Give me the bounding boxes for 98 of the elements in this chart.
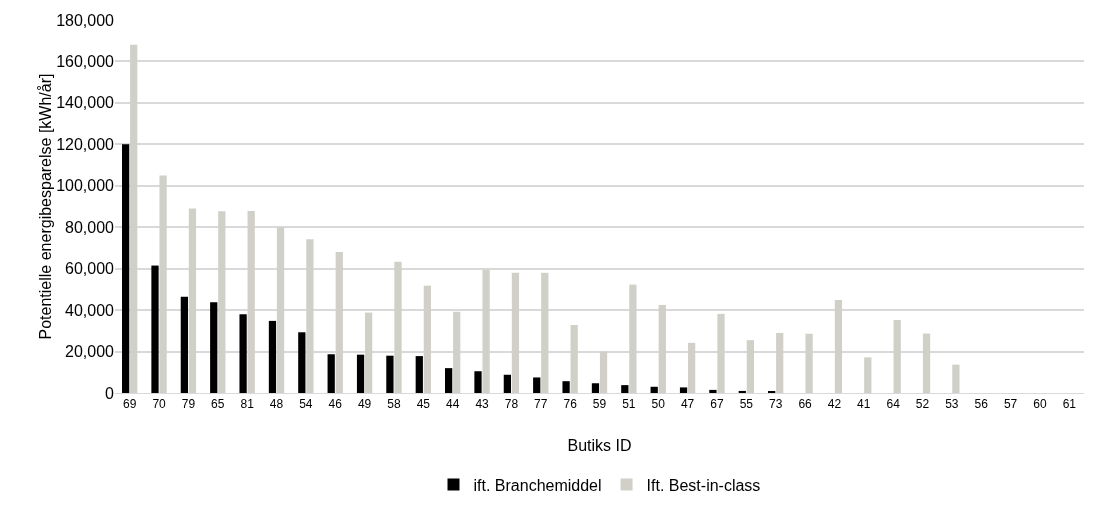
y-tick-label: 160,000 bbox=[56, 53, 115, 71]
bar bbox=[180, 296, 189, 393]
bar bbox=[717, 313, 725, 393]
x-tick-label: 41 bbox=[857, 397, 871, 412]
bar bbox=[893, 320, 901, 393]
y-tick-label: 140,000 bbox=[56, 94, 115, 112]
legend-label: ift. Branchemiddel bbox=[473, 476, 602, 494]
bar bbox=[415, 356, 423, 393]
bar bbox=[709, 389, 717, 393]
x-tick-label: 61 bbox=[1062, 397, 1077, 412]
bar bbox=[268, 320, 277, 393]
bar bbox=[386, 355, 394, 393]
x-tick-label: 65 bbox=[211, 397, 225, 412]
bar bbox=[247, 211, 255, 393]
y-tick-label: 40,000 bbox=[65, 301, 115, 319]
bar bbox=[394, 261, 402, 393]
bar bbox=[562, 381, 570, 393]
x-tick-label: 78 bbox=[504, 397, 519, 412]
bar bbox=[922, 333, 931, 393]
bar bbox=[122, 144, 130, 393]
bar bbox=[541, 272, 549, 393]
bar bbox=[570, 325, 578, 393]
bar bbox=[658, 304, 666, 393]
x-tick-label: 70 bbox=[152, 397, 167, 412]
y-axis-title: Potentielle energibesparelse [kWh/år] bbox=[37, 73, 55, 340]
y-tick-label: 100,000 bbox=[56, 177, 115, 195]
bar bbox=[188, 208, 197, 393]
legend-label: Ift. Best-in-class bbox=[646, 476, 761, 494]
bar bbox=[130, 44, 138, 393]
x-tick-label: 44 bbox=[446, 397, 460, 412]
y-tick-label: 60,000 bbox=[65, 260, 115, 278]
bar bbox=[474, 371, 482, 393]
bar bbox=[533, 377, 541, 393]
bar bbox=[239, 314, 247, 393]
x-tick-label: 54 bbox=[299, 397, 313, 412]
bar bbox=[453, 311, 461, 393]
x-tick-label: 81 bbox=[240, 397, 255, 412]
bar bbox=[679, 387, 688, 393]
x-tick-label: 76 bbox=[563, 397, 578, 412]
y-tick-label: 120,000 bbox=[56, 135, 115, 153]
x-tick-label: 73 bbox=[769, 397, 783, 412]
x-tick-label: 53 bbox=[945, 397, 959, 412]
bar bbox=[746, 340, 754, 393]
bar bbox=[210, 302, 218, 393]
x-tick-label: 48 bbox=[269, 397, 284, 412]
x-tick-label: 57 bbox=[1003, 397, 1018, 412]
bar bbox=[276, 227, 285, 393]
x-tick-label: 43 bbox=[475, 397, 490, 412]
x-tick-label: 46 bbox=[328, 397, 343, 412]
bar bbox=[776, 332, 784, 393]
bar bbox=[482, 269, 490, 393]
y-tick-label: 20,000 bbox=[65, 343, 115, 361]
x-tick-label: 69 bbox=[123, 397, 137, 412]
x-axis-title: Butiks ID bbox=[567, 437, 632, 454]
x-tick-label: 60 bbox=[1033, 397, 1047, 412]
x-tick-label: 66 bbox=[798, 397, 813, 412]
bar bbox=[327, 354, 335, 393]
x-tick-label: 56 bbox=[974, 397, 989, 412]
x-tick-label: 52 bbox=[915, 397, 930, 412]
y-tick-label: 180,000 bbox=[56, 11, 115, 29]
bar bbox=[629, 284, 637, 393]
y-tick-label: 0 bbox=[105, 384, 115, 402]
bar bbox=[738, 390, 746, 393]
bar bbox=[687, 342, 696, 393]
bar bbox=[218, 211, 226, 393]
bar bbox=[952, 364, 960, 393]
x-tick-label: 55 bbox=[739, 397, 754, 412]
bar bbox=[621, 385, 629, 393]
x-tick-label: 59 bbox=[592, 397, 607, 412]
x-tick-label: 79 bbox=[181, 397, 196, 412]
bar bbox=[364, 312, 373, 393]
bar bbox=[423, 285, 431, 393]
bar bbox=[805, 333, 813, 393]
bar bbox=[151, 265, 159, 393]
bar bbox=[511, 272, 520, 393]
bar bbox=[298, 332, 306, 393]
bar bbox=[335, 252, 343, 393]
x-tick-label: 58 bbox=[387, 397, 401, 412]
bar bbox=[503, 374, 512, 393]
x-tick-label: 64 bbox=[886, 397, 901, 412]
x-tick-label: 50 bbox=[651, 397, 666, 412]
bar bbox=[356, 354, 365, 393]
x-tick-label: 47 bbox=[680, 397, 695, 412]
x-tick-label: 77 bbox=[534, 397, 548, 412]
bar bbox=[599, 351, 608, 393]
bar bbox=[650, 386, 658, 393]
bar bbox=[306, 239, 314, 393]
x-tick-label: 51 bbox=[622, 397, 636, 412]
bar bbox=[591, 383, 600, 393]
x-tick-label: 49 bbox=[357, 397, 372, 412]
bar bbox=[834, 299, 843, 393]
bar bbox=[864, 357, 872, 393]
x-tick-label: 45 bbox=[416, 397, 431, 412]
bar bbox=[445, 368, 453, 393]
x-tick-label: 42 bbox=[827, 397, 842, 412]
bar bbox=[159, 175, 167, 393]
y-tick-label: 80,000 bbox=[65, 218, 115, 236]
x-tick-label: 67 bbox=[710, 397, 724, 412]
